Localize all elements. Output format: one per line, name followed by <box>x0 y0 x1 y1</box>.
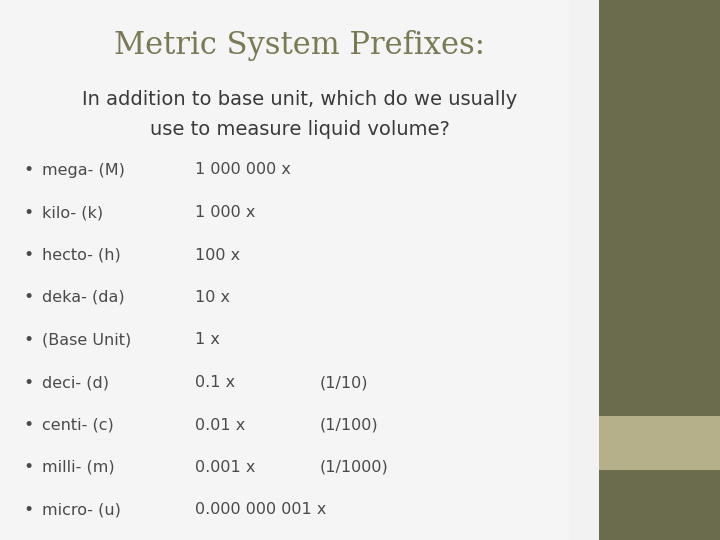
Text: •: • <box>23 458 33 476</box>
Bar <box>599 416 720 470</box>
Text: kilo- (k): kilo- (k) <box>42 205 103 220</box>
Text: mega- (M): mega- (M) <box>42 163 125 178</box>
Text: use to measure liquid volume?: use to measure liquid volume? <box>150 120 449 139</box>
Text: •: • <box>23 331 33 349</box>
Text: 1 x: 1 x <box>195 333 220 348</box>
Text: (Base Unit): (Base Unit) <box>42 333 131 348</box>
Text: (1/1000): (1/1000) <box>320 460 389 475</box>
Bar <box>599 0 720 416</box>
Text: •: • <box>23 161 33 179</box>
Text: 0.01 x: 0.01 x <box>195 417 246 433</box>
Text: centi- (c): centi- (c) <box>42 417 114 433</box>
Text: deka- (da): deka- (da) <box>42 290 125 305</box>
Text: 10 x: 10 x <box>195 290 230 305</box>
Text: •: • <box>23 246 33 264</box>
Text: hecto- (h): hecto- (h) <box>42 247 121 262</box>
Text: •: • <box>23 501 33 519</box>
Text: (1/100): (1/100) <box>320 417 379 433</box>
Text: micro- (u): micro- (u) <box>42 503 121 517</box>
Text: 0.001 x: 0.001 x <box>195 460 256 475</box>
Text: (1/10): (1/10) <box>320 375 369 390</box>
Text: Metric System Prefixes:: Metric System Prefixes: <box>114 30 485 61</box>
Text: 1 000 000 x: 1 000 000 x <box>195 163 291 178</box>
Text: In addition to base unit, which do we usually: In addition to base unit, which do we us… <box>82 90 517 109</box>
Text: 0.000 000 001 x: 0.000 000 001 x <box>195 503 326 517</box>
Bar <box>569 0 599 540</box>
Text: 1 000 x: 1 000 x <box>195 205 256 220</box>
Text: deci- (d): deci- (d) <box>42 375 109 390</box>
Bar <box>599 470 720 540</box>
Text: •: • <box>23 204 33 221</box>
Text: 0.1 x: 0.1 x <box>195 375 235 390</box>
Text: 100 x: 100 x <box>195 247 240 262</box>
Text: •: • <box>23 288 33 307</box>
Text: milli- (m): milli- (m) <box>42 460 114 475</box>
Text: •: • <box>23 374 33 391</box>
Text: •: • <box>23 416 33 434</box>
